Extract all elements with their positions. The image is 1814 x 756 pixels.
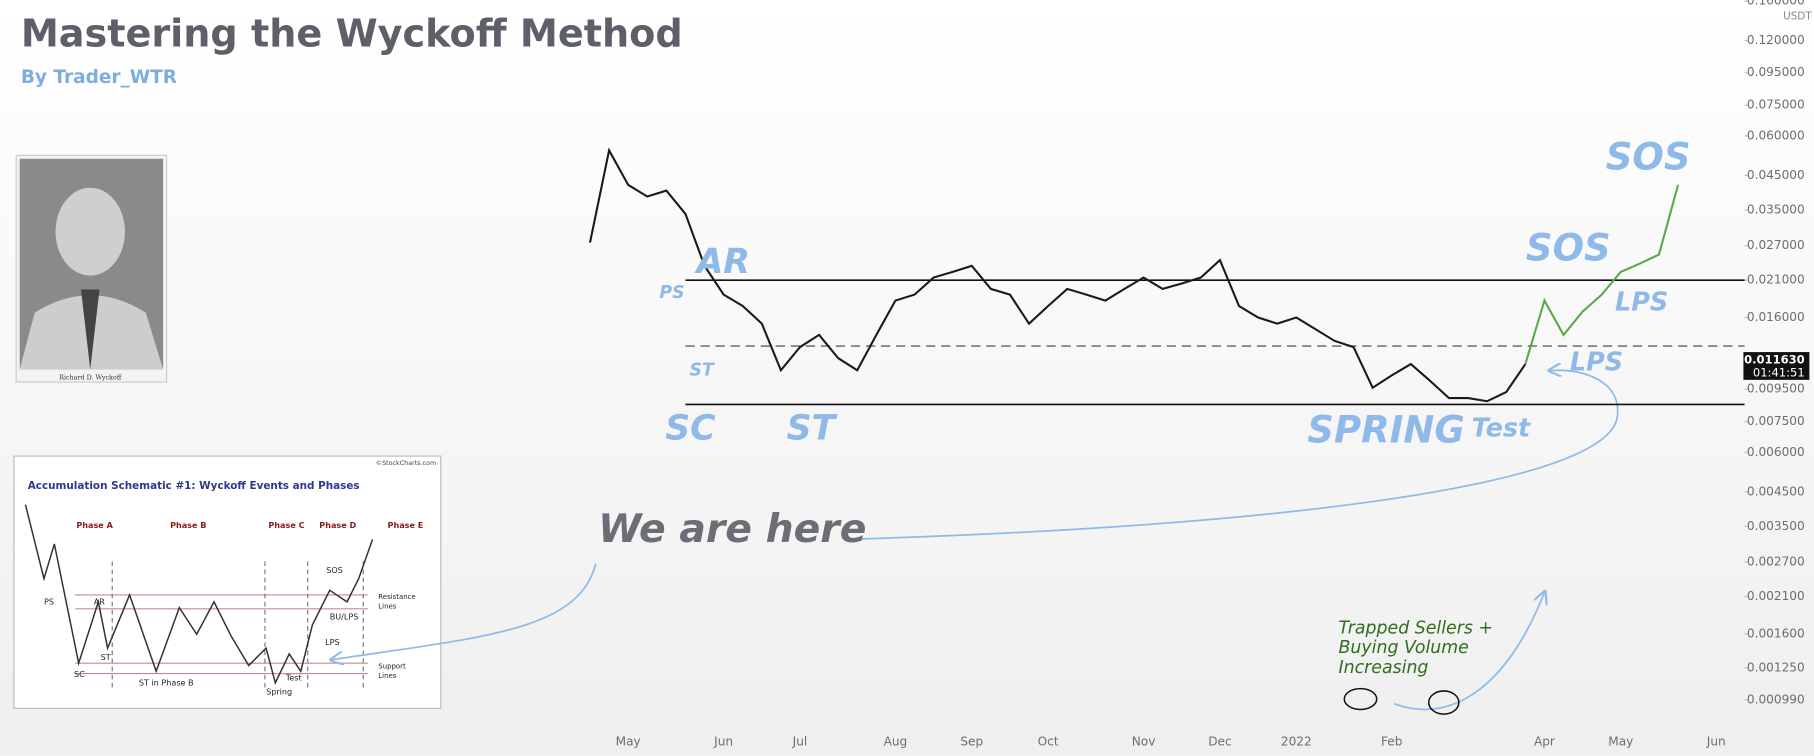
annotation: PS — [659, 283, 684, 303]
line-label: Support — [378, 663, 406, 671]
event-label: ST — [101, 652, 111, 662]
arrow — [846, 370, 1619, 541]
annotation: We are here — [598, 506, 866, 552]
note: Increasing — [1339, 658, 1429, 678]
annotation: LPS — [1570, 348, 1623, 378]
y-tick-label: 0.001600 — [1747, 626, 1805, 640]
x-tick-label: Apr — [1534, 734, 1555, 748]
event-label: SC — [74, 669, 85, 679]
y-tick-label: 0.160000 — [1747, 0, 1805, 8]
x-tick-label: May — [616, 734, 641, 748]
y-tick-label: 0.007500 — [1747, 414, 1805, 428]
note: Buying Volume — [1339, 638, 1469, 658]
price-tag — [1743, 352, 1810, 380]
y-tick-label: 0.006000 — [1747, 445, 1805, 459]
y-tick-label: 0.045000 — [1747, 168, 1805, 182]
phase-label: Phase E — [388, 520, 424, 530]
x-tick-label: 2022 — [1281, 734, 1312, 748]
x-tick-label: Oct — [1038, 734, 1059, 748]
y-tick-label: 0.004500 — [1747, 484, 1805, 498]
annotation: LPS — [1615, 287, 1668, 317]
event-label: BU/LPS — [330, 611, 359, 621]
x-tick-label: Jun — [713, 734, 733, 748]
x-tick-label: Feb — [1381, 734, 1403, 748]
phase-label: Phase B — [170, 520, 206, 530]
y-tick-label: 0.000990 — [1747, 692, 1805, 706]
annotation: ST — [787, 408, 838, 448]
event-label: SOS — [326, 565, 343, 575]
schematic: Accumulation Schematic #1: Wyckoff Event… — [13, 455, 442, 709]
y-tick-label: 0.002700 — [1747, 554, 1805, 568]
y-tick-label: 0.003500 — [1747, 519, 1805, 533]
line-label: Resistance — [378, 593, 415, 601]
event-label: Spring — [266, 687, 292, 697]
event-label: PS — [44, 596, 54, 606]
arrow — [1393, 593, 1544, 711]
annotation: ST — [690, 360, 715, 380]
x-tick-label: Nov — [1132, 734, 1156, 748]
annotation: SC — [665, 408, 716, 448]
annotation: SOS — [1526, 227, 1611, 270]
highlight — [1428, 690, 1460, 715]
x-tick-label: Dec — [1208, 734, 1231, 748]
y-tick-label: 0.060000 — [1747, 128, 1805, 142]
annotation: SPRING — [1307, 408, 1464, 451]
y-tick-label: 0.027000 — [1747, 238, 1805, 252]
countdown: 01:41:51 — [1753, 365, 1805, 379]
title: Mastering the Wyckoff Method — [21, 13, 683, 57]
photo-caption: Richard D. Wyckoff — [59, 373, 122, 381]
event-label: Test — [285, 673, 302, 683]
price-line — [1524, 184, 1680, 365]
y-tick-label: 0.016000 — [1747, 310, 1805, 324]
y-tick-label: 0.075000 — [1747, 98, 1805, 112]
y-tick-label: 0.120000 — [1747, 33, 1805, 47]
y-tick-label: 0.035000 — [1747, 202, 1805, 216]
arrow — [332, 563, 597, 660]
x-tick-label: Jun — [1706, 734, 1726, 748]
event-label: LPS — [325, 637, 340, 647]
x-tick-label: May — [1608, 734, 1633, 748]
inset-source: ©StockCharts.com — [376, 459, 436, 467]
line-label: Lines — [378, 672, 396, 680]
note: Trapped Sellers + — [1339, 618, 1493, 638]
phase-label: Phase A — [76, 520, 113, 530]
annotation: AR — [693, 242, 750, 282]
y-tick-label: 0.095000 — [1747, 65, 1805, 79]
event-label: AR — [94, 596, 106, 606]
y-tick-label: 0.002100 — [1747, 589, 1805, 603]
phase-label: Phase C — [268, 520, 304, 530]
subtitle: By Trader_WTR — [21, 67, 177, 88]
x-tick-label: Aug — [884, 734, 908, 748]
photo: Richard D. Wyckoff — [15, 154, 168, 383]
highlight — [1343, 687, 1378, 711]
event-label: ST in Phase B — [139, 677, 194, 687]
x-tick-label: Sep — [960, 734, 983, 748]
currency: USDT — [1783, 10, 1812, 22]
inset-title: Accumulation Schematic #1: Wyckoff Event… — [28, 480, 360, 492]
price-line — [588, 147, 1527, 403]
y-tick-label: 0.021000 — [1747, 273, 1805, 287]
phase-label: Phase D — [319, 520, 356, 530]
annotation: Test — [1472, 413, 1531, 443]
annotation: SOS — [1606, 135, 1691, 178]
line-label: Lines — [378, 602, 396, 610]
price-tag-label: 0.011630 — [1744, 353, 1805, 367]
y-tick-label: 0.009500 — [1747, 382, 1805, 396]
x-tick-label: Jul — [792, 734, 808, 748]
y-tick-label: 0.001250 — [1747, 660, 1805, 674]
